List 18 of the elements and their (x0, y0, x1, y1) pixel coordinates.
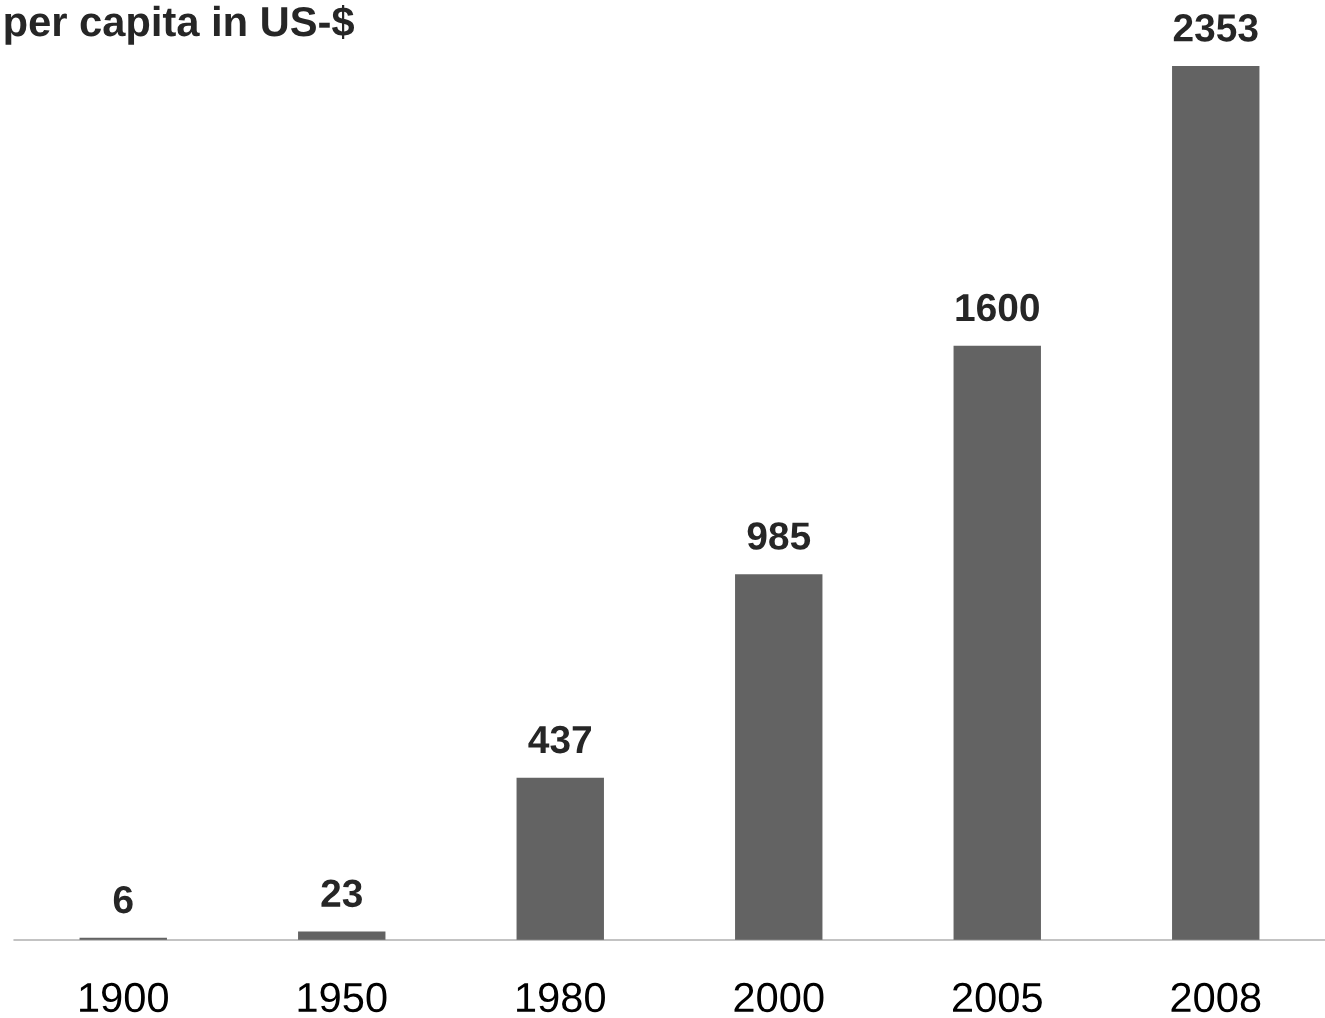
data-label: 6 (113, 885, 133, 914)
x-tick-label: 1980 (517, 982, 605, 1013)
bar (953, 345, 1041, 940)
x-tick-label: 2000 (734, 982, 824, 1013)
bar (298, 931, 386, 940)
x-tick-label: 2008 (1171, 982, 1261, 1013)
data-label: 23 (321, 879, 362, 908)
data-label: 2353 (1173, 14, 1258, 42)
bar (1172, 66, 1260, 940)
x-tick-label: 1900 (80, 982, 168, 1013)
x-tick-label: 2005 (953, 982, 1042, 1013)
data-label: 437 (528, 725, 591, 754)
data-label: 1600 (956, 293, 1039, 322)
chart-title: per capita in US-$ (5, 5, 355, 45)
bar (735, 574, 823, 940)
x-tick-label: 1950 (298, 982, 387, 1013)
data-label: 985 (747, 522, 811, 550)
bar (516, 777, 604, 940)
